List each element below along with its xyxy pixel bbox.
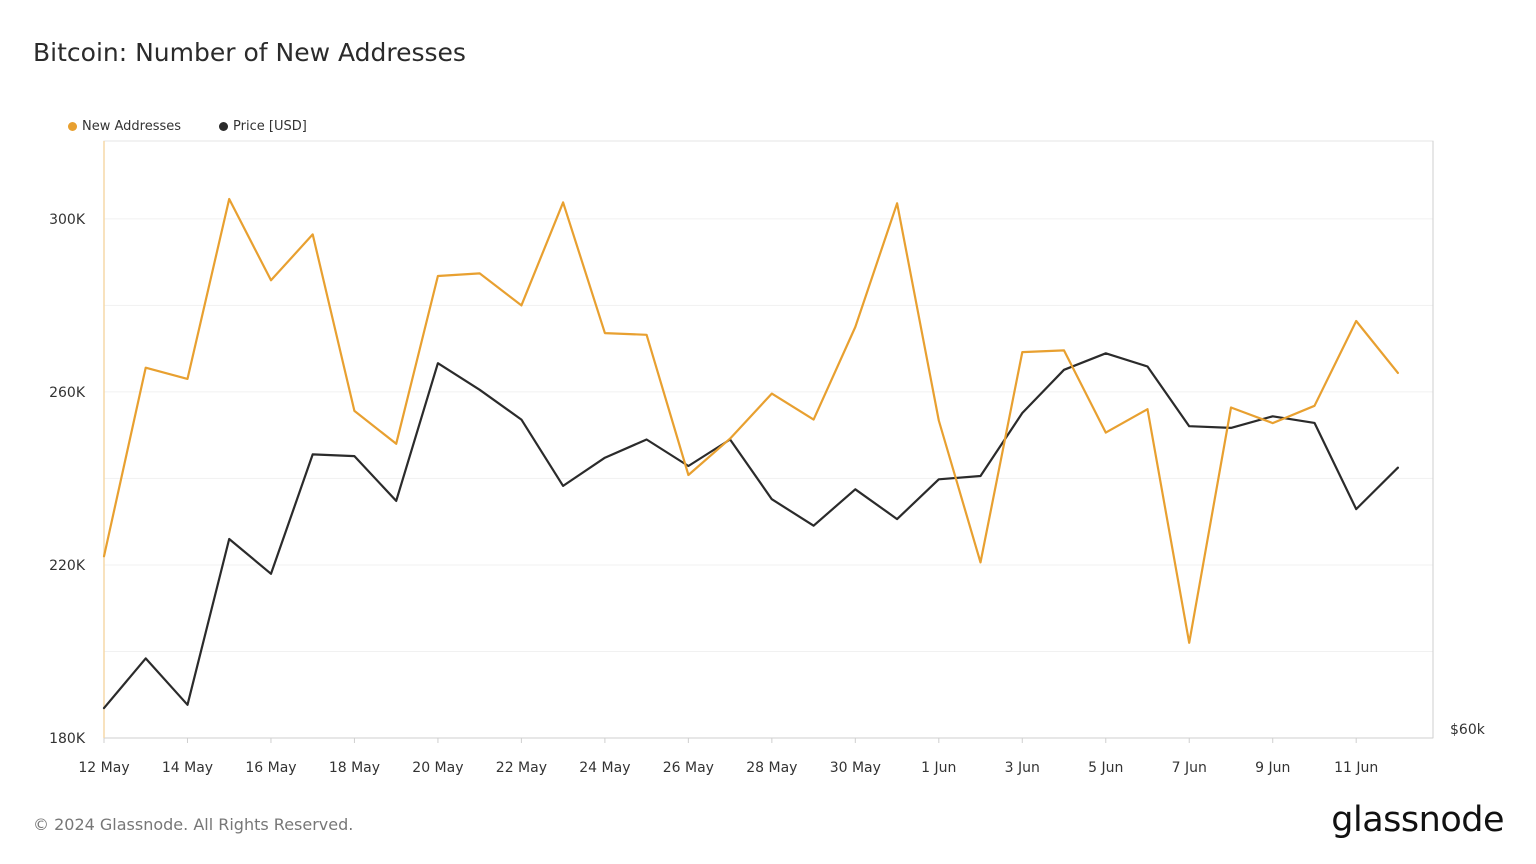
x-tick-label: 18 May	[329, 760, 380, 776]
x-tick-label: 28 May	[746, 760, 797, 776]
series-lines	[102, 197, 1400, 710]
y-tick-label: 180K	[49, 731, 86, 747]
glassnode-logo[interactable]: glassnode	[1331, 800, 1504, 840]
x-tick-label: 16 May	[245, 760, 296, 776]
legend-dot-new-addresses	[68, 122, 77, 131]
x-tick-label: 1 Jun	[921, 760, 956, 776]
x-tick-label: 26 May	[663, 760, 714, 776]
x-tick-label: 3 Jun	[1005, 760, 1040, 776]
series-line-new-addresses[interactable]	[102, 197, 1400, 644]
x-tick-label: 30 May	[830, 760, 881, 776]
x-tick-label: 7 Jun	[1172, 760, 1207, 776]
grid-lines	[104, 218, 1433, 652]
right-axis-ticks: $60k	[1450, 722, 1486, 738]
series-line-price-usd[interactable]	[102, 352, 1400, 710]
legend-dot-price	[219, 122, 229, 131]
legend-item-price[interactable]: Price [USD]	[219, 119, 307, 134]
y-tick-label: 220K	[49, 558, 86, 574]
y-tick-label: 300K	[49, 212, 86, 228]
line-chart: 180K 220K 260K 300K $60k 12 May 14 May 16 May…	[49, 140, 1486, 776]
x-tick-label: 22 May	[496, 760, 547, 776]
x-tick-label: 14 May	[162, 760, 213, 776]
right-y-tick-label: $60k	[1450, 722, 1486, 738]
chart-legend: New Addresses Price [USD]	[68, 119, 345, 134]
x-tick-label: 9 Jun	[1255, 760, 1290, 776]
legend-item-new-addresses[interactable]: New Addresses	[68, 119, 181, 134]
x-tick-label: 11 Jun	[1334, 760, 1378, 776]
y-tick-label: 260K	[49, 385, 86, 401]
plot-frame	[103, 140, 1434, 739]
copyright-footer: © 2024 Glassnode. All Rights Reserved.	[33, 815, 354, 834]
x-tick-label: 12 May	[78, 760, 129, 776]
legend-label-price: Price [USD]	[233, 119, 307, 134]
legend-label-new-addresses: New Addresses	[82, 119, 182, 134]
x-tick-label: 5 Jun	[1088, 760, 1123, 776]
x-tick-label: 20 May	[412, 760, 463, 776]
x-axis-ticks: 12 May 14 May 16 May 18 May 20 May 22 May 24 M…	[78, 738, 1378, 776]
left-axis-ticks: 180K 220K 260K 300K	[49, 212, 86, 747]
chart-title: Bitcoin: Number of New Addresses	[33, 38, 466, 67]
x-tick-label: 24 May	[579, 760, 630, 776]
